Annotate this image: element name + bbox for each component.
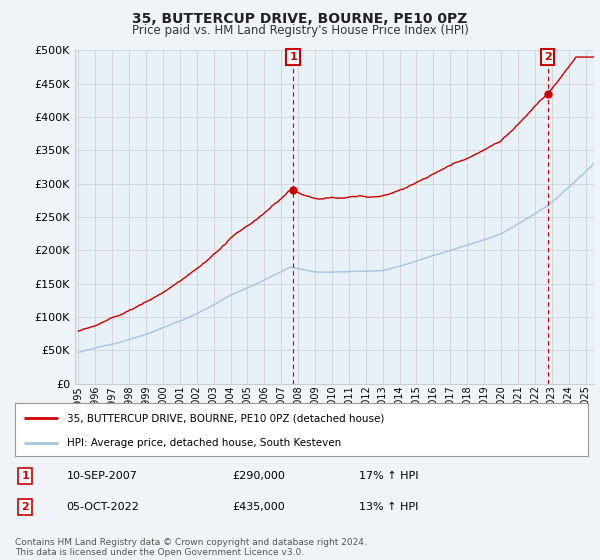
Text: Contains HM Land Registry data © Crown copyright and database right 2024.
This d: Contains HM Land Registry data © Crown c… [15,538,367,557]
Text: 1: 1 [289,52,297,62]
Text: 35, BUTTERCUP DRIVE, BOURNE, PE10 0PZ (detached house): 35, BUTTERCUP DRIVE, BOURNE, PE10 0PZ (d… [67,413,384,423]
Text: 2: 2 [22,502,29,512]
Text: 05-OCT-2022: 05-OCT-2022 [67,502,139,512]
Text: 10-SEP-2007: 10-SEP-2007 [67,471,137,481]
Text: 35, BUTTERCUP DRIVE, BOURNE, PE10 0PZ: 35, BUTTERCUP DRIVE, BOURNE, PE10 0PZ [133,12,467,26]
Text: £290,000: £290,000 [233,471,286,481]
Text: 13% ↑ HPI: 13% ↑ HPI [359,502,418,512]
Text: 2: 2 [544,52,551,62]
Text: £435,000: £435,000 [233,502,286,512]
Text: HPI: Average price, detached house, South Kesteven: HPI: Average price, detached house, Sout… [67,438,341,448]
Text: 1: 1 [22,471,29,481]
Text: Price paid vs. HM Land Registry's House Price Index (HPI): Price paid vs. HM Land Registry's House … [131,24,469,36]
Text: 17% ↑ HPI: 17% ↑ HPI [359,471,418,481]
